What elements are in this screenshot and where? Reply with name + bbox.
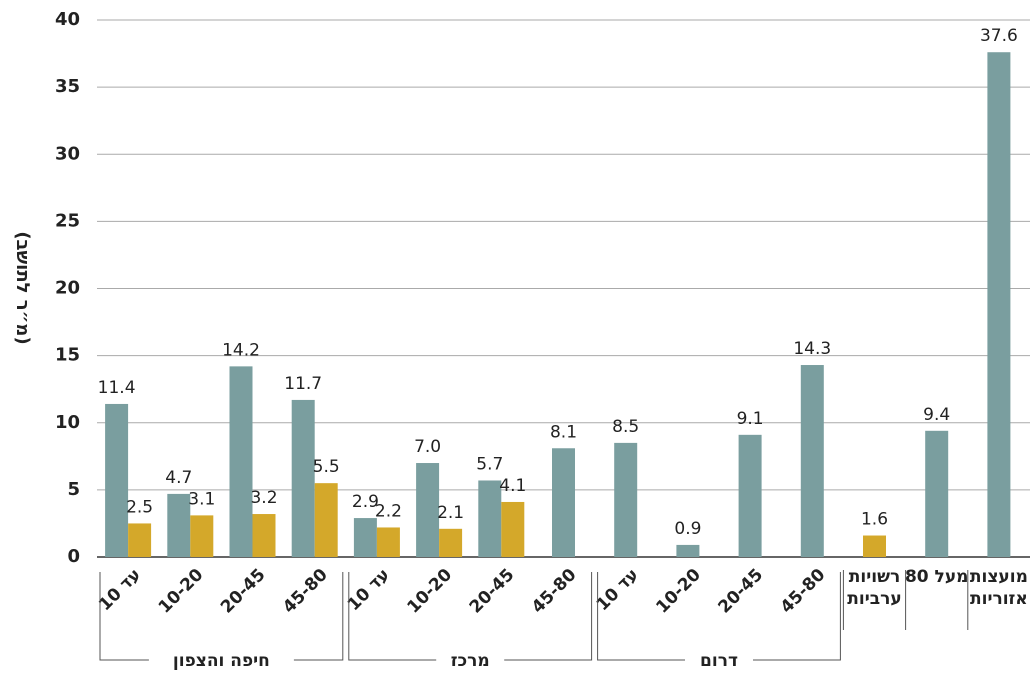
bar xyxy=(800,365,824,557)
bar xyxy=(552,448,575,557)
x-tick-label: מעל 80 xyxy=(904,567,969,587)
bar xyxy=(105,403,129,557)
value-label: 2.5 xyxy=(126,497,153,517)
bar xyxy=(416,463,440,557)
x-tick-label: עד 10 xyxy=(95,565,145,615)
value-label: 8.5 xyxy=(612,417,639,437)
value-label: 1.6 xyxy=(861,510,888,530)
bar xyxy=(128,523,152,557)
group-label: דרום xyxy=(700,651,738,671)
y-tick-label: 20 xyxy=(55,278,80,299)
x-tick-label: עד 10 xyxy=(593,565,643,615)
bar xyxy=(376,527,400,557)
y-tick-label: 15 xyxy=(55,345,80,366)
x-tick-label: 45-80 xyxy=(528,565,581,618)
y-tick-label: 5 xyxy=(67,479,80,500)
bar xyxy=(353,518,377,557)
value-label: 3.1 xyxy=(188,489,215,509)
value-label: 4.7 xyxy=(165,468,192,488)
bar xyxy=(501,501,525,557)
group-label: מרכז xyxy=(451,651,490,671)
x-tick-label: מועצות אזוריות xyxy=(969,567,1028,609)
value-label: 0.9 xyxy=(674,519,701,539)
y-tick-label: 0 xyxy=(67,546,80,567)
group-label-bg xyxy=(148,650,294,670)
x-tick-label: 20-45 xyxy=(466,565,519,618)
value-label: 37.6 xyxy=(980,26,1018,46)
value-label: 14.2 xyxy=(222,340,260,360)
value-label: 2.2 xyxy=(375,501,402,521)
x-tick-label: 20-45 xyxy=(217,565,270,618)
bar xyxy=(291,399,315,557)
group-label-bg xyxy=(436,650,505,670)
bar xyxy=(190,515,214,557)
value-label: 4.1 xyxy=(499,476,526,496)
bar xyxy=(738,434,762,557)
bar xyxy=(676,544,700,557)
value-label: 11.7 xyxy=(284,374,322,394)
bar xyxy=(614,442,638,557)
bar xyxy=(987,52,1011,557)
group-label: חיפה והצפון xyxy=(173,651,270,671)
x-tick-label: 45-80 xyxy=(279,565,332,618)
value-label: 11.4 xyxy=(98,378,136,398)
group-label-bg xyxy=(685,650,753,670)
bar xyxy=(167,493,191,557)
value-label: 5.7 xyxy=(476,454,503,474)
x-tick-label: 10-20 xyxy=(404,565,457,618)
y-tick-label: 35 xyxy=(55,76,80,97)
y-tick-label: 10 xyxy=(55,412,80,433)
value-label: 14.3 xyxy=(793,339,831,359)
x-tick-label: רשויות ערביות xyxy=(847,567,902,609)
value-label: 5.5 xyxy=(313,457,340,477)
value-label: 7.0 xyxy=(414,437,441,457)
x-tick-label: עד 10 xyxy=(344,565,394,615)
bar xyxy=(252,514,276,557)
bar xyxy=(863,535,886,557)
bar xyxy=(478,480,502,557)
bar xyxy=(229,366,253,557)
value-label: 2.1 xyxy=(437,503,464,523)
bar xyxy=(314,483,338,557)
x-tick-label: 10-20 xyxy=(155,565,208,618)
y-axis-label: (מ״ר לתושב) xyxy=(12,231,33,344)
value-label: 9.1 xyxy=(737,409,764,429)
value-label: 8.1 xyxy=(550,422,577,442)
y-tick-label: 25 xyxy=(55,210,80,231)
x-tick-label: 45-80 xyxy=(777,565,830,618)
value-label: 2.9 xyxy=(352,492,379,512)
y-tick-label: 30 xyxy=(55,143,80,164)
bar xyxy=(925,430,949,557)
value-label: 9.4 xyxy=(923,405,950,425)
value-label: 3.2 xyxy=(250,488,277,508)
x-tick-label: 10-20 xyxy=(652,565,705,618)
y-tick-label: 40 xyxy=(55,9,80,30)
bar xyxy=(439,528,463,557)
x-tick-label: 20-45 xyxy=(715,565,768,618)
